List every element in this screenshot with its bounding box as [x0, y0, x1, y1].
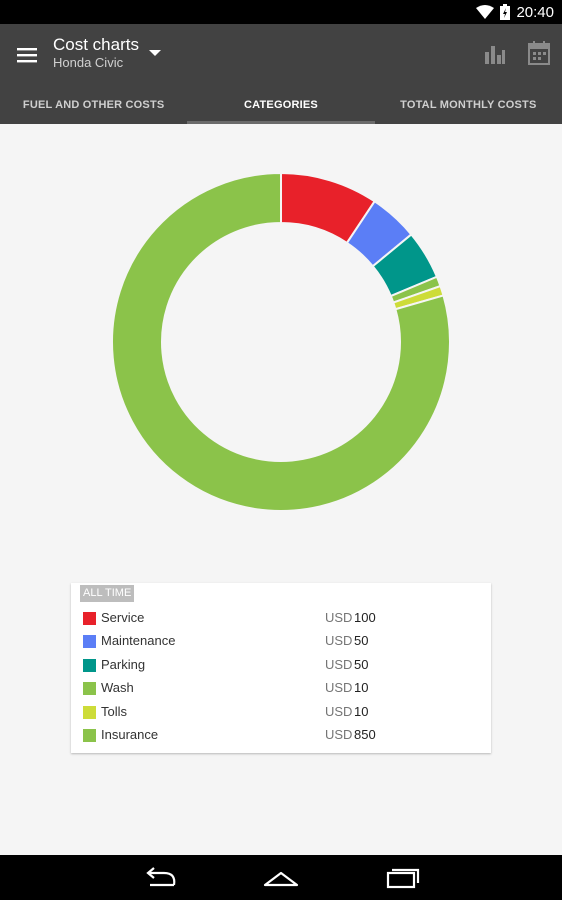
legend-value: 10: [354, 680, 369, 696]
legend-currency: USD: [325, 703, 353, 719]
tab-total-monthly-costs[interactable]: TOTAL MONTHLY COSTS: [400, 99, 537, 111]
legend-swatch: [83, 658, 96, 672]
wifi-icon: [476, 5, 495, 19]
tab-categories[interactable]: CATEGORIES: [187, 86, 375, 124]
legend-swatch: [83, 612, 96, 625]
legend-row-maintenance: Maintenance USD 50: [71, 630, 491, 653]
page-title: Cost charts: [53, 35, 139, 54]
legend-currency: USD: [325, 680, 353, 696]
legend-value: 50: [354, 656, 369, 672]
legend-currency: USD: [325, 727, 353, 742]
status-bar: 20:40: [0, 0, 562, 24]
legend-label: Tolls: [101, 703, 128, 719]
menu-icon[interactable]: [14, 42, 40, 68]
status-time: 20:40: [516, 3, 554, 21]
home-icon[interactable]: [261, 863, 301, 893]
calendar-icon[interactable]: [527, 40, 551, 66]
recent-apps-icon[interactable]: [382, 863, 422, 893]
tab-fuel-and-other-costs[interactable]: FUEL AND OTHER COSTS: [22, 99, 165, 111]
legend-swatch: [83, 682, 96, 696]
status-icons: 20:40: [476, 0, 554, 24]
vehicle-selector[interactable]: Cost charts Honda Civic: [53, 35, 139, 71]
legend-label: Insurance: [101, 727, 159, 742]
legend-row-insurance: Insurance USD 850: [71, 724, 491, 747]
legend-row-tolls: Tolls USD 10: [71, 701, 491, 724]
legend-period-label: ALL TIME: [80, 585, 135, 602]
legend-value: 850: [354, 727, 376, 742]
legend-row-wash: Wash USD 10: [71, 677, 491, 700]
legend-swatch: [83, 635, 96, 649]
donut-slice-insurance: [111, 171, 451, 512]
legend-currency: USD: [325, 656, 353, 672]
legend-value: 50: [354, 633, 369, 649]
legend-row-service: Service USD 100: [71, 607, 491, 630]
legend-swatch: [83, 705, 96, 719]
legend-label: Parking: [101, 656, 146, 672]
legend-label: Wash: [101, 680, 134, 696]
category-donut-chart: [111, 171, 451, 512]
legend-swatch: [83, 729, 96, 742]
legend-currency: USD: [325, 633, 353, 649]
system-nav-bar: [0, 855, 562, 900]
app-bar: Cost charts Honda Civic: [0, 24, 562, 86]
legend-row-parking: Parking USD 50: [71, 654, 491, 677]
battery-icon: [500, 4, 511, 20]
dropdown-arrow-icon[interactable]: [149, 48, 161, 58]
legend-currency: USD: [325, 610, 353, 625]
tab-bar: FUEL AND OTHER COSTS CATEGORIES TOTAL MO…: [0, 86, 562, 124]
vehicle-subtitle: Honda Civic: [53, 55, 124, 70]
legend-value: 100: [354, 610, 376, 625]
legend-value: 10: [354, 703, 369, 719]
back-icon[interactable]: [140, 863, 180, 893]
legend-label: Service: [101, 610, 145, 625]
legend-card: ALL TIME Service USD 100 Maintenance USD 50 Pa…: [71, 583, 491, 753]
legend-label: Maintenance: [101, 633, 176, 649]
bar-chart-icon[interactable]: [483, 42, 507, 66]
